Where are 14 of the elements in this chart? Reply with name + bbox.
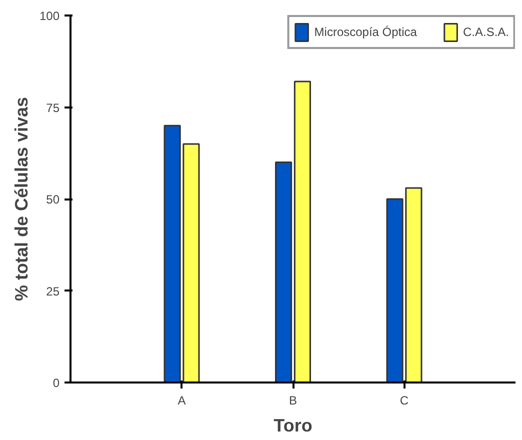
x-tick-label: C <box>400 394 409 408</box>
x-tick-label: A <box>178 394 186 408</box>
legend-label: Microscopía Óptica <box>314 25 417 39</box>
y-tick-label: 50 <box>46 192 60 206</box>
y-axis-title: % total de Células vivas <box>11 96 32 302</box>
y-tick-label: 0 <box>52 376 60 390</box>
y-tick-label: 25 <box>46 284 60 298</box>
bar <box>275 162 292 382</box>
x-axis-title: Toro <box>274 416 312 436</box>
bar <box>294 80 311 382</box>
legend-label: C.A.S.A. <box>462 25 509 39</box>
x-tick-label: B <box>289 394 298 408</box>
y-tick-label: 75 <box>46 100 60 115</box>
y-tick-label: 100 <box>39 9 60 23</box>
